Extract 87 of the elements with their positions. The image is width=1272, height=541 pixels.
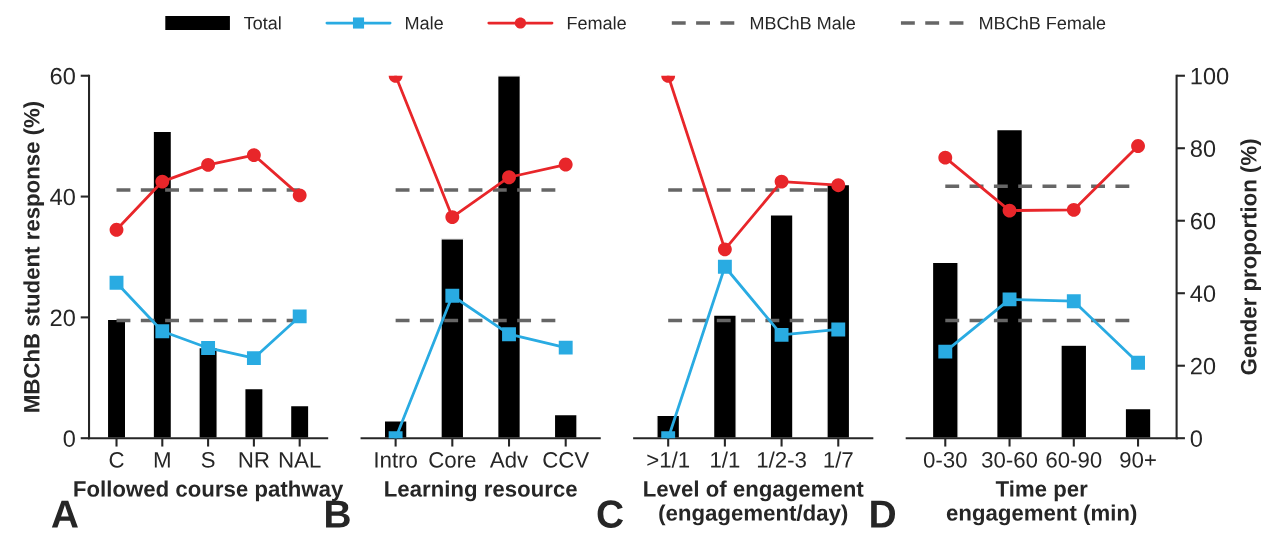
point	[246, 351, 261, 366]
point	[1131, 355, 1145, 370]
x-tick-label: NAL	[279, 452, 321, 468]
point	[831, 178, 846, 193]
bar	[1124, 407, 1152, 439]
x-tick-label: Adv	[489, 451, 529, 468]
bar	[769, 213, 794, 439]
point	[1002, 292, 1017, 307]
point	[1066, 294, 1081, 309]
y2-tick-label: 80	[1190, 140, 1216, 158]
point	[502, 327, 516, 342]
y-tick-label: 20	[50, 309, 75, 327]
point	[201, 341, 216, 355]
point	[558, 157, 573, 172]
bar	[712, 314, 737, 439]
point	[246, 148, 261, 163]
x-tick-label: M	[154, 452, 170, 468]
point	[109, 222, 124, 237]
point	[155, 324, 170, 339]
y2-tick-label: 40	[1190, 285, 1216, 303]
point	[774, 327, 789, 342]
x-tick-label: Core	[429, 451, 476, 468]
y2-tick-label: 0	[1190, 430, 1202, 447]
y-axis-title: MBChB student response (%)	[23, 101, 45, 412]
x-tick-label: 1/2-3	[757, 451, 806, 468]
bar	[995, 128, 1024, 439]
point	[292, 188, 307, 203]
y2-tick-label: 60	[1190, 212, 1216, 230]
point	[1131, 139, 1145, 153]
y2-axis-title: Gender proportion (%)	[1240, 139, 1262, 375]
bar	[106, 318, 127, 439]
bar	[152, 130, 173, 439]
x-tick-label: NR	[239, 452, 269, 468]
x-tick-label: 60-90	[1046, 451, 1102, 468]
bar	[496, 75, 522, 439]
point	[717, 259, 732, 274]
y-tick-label: 0	[63, 430, 75, 447]
y2-tick-label: 20	[1190, 357, 1216, 375]
point	[1066, 202, 1081, 217]
point	[502, 170, 516, 185]
x-tick-label: Intro	[375, 452, 417, 468]
y2-tick-label: 100	[1191, 67, 1229, 85]
legend-label: Male	[406, 16, 443, 30]
x-axis-title: Time per engagement (min)	[946, 480, 1137, 526]
x-tick-label: 1/1	[711, 451, 740, 468]
point	[445, 210, 460, 225]
bar	[440, 238, 465, 439]
point	[1002, 203, 1017, 218]
point	[938, 150, 953, 165]
y-tick-label: 40	[50, 188, 75, 206]
point	[292, 309, 307, 324]
legend-label: Female	[567, 16, 626, 30]
point	[109, 275, 124, 290]
bar	[1060, 344, 1088, 439]
x-axis-title: Level of engagement (engagement/day)	[644, 480, 864, 526]
legend-label: MBChB Male	[750, 16, 855, 30]
point	[201, 157, 216, 172]
bar	[198, 346, 218, 439]
bar	[244, 387, 264, 439]
legend-label: MBChB Female	[980, 16, 1106, 30]
y-tick-label: 60	[50, 67, 75, 85]
text: D	[871, 500, 896, 528]
bar	[931, 261, 959, 439]
bar	[289, 404, 310, 439]
point	[445, 288, 460, 303]
x-tick-label: S	[201, 451, 215, 468]
x-tick-label: 90+	[1120, 451, 1156, 468]
point	[717, 242, 732, 257]
point	[558, 340, 573, 355]
bar	[826, 183, 851, 439]
x-tick-label: 1/7	[824, 451, 853, 468]
text: B	[326, 500, 350, 528]
x-tick-label: C	[109, 451, 124, 468]
legend-label: Total	[244, 16, 281, 30]
x-tick-label: >1/1	[647, 451, 690, 468]
text: C	[597, 500, 624, 528]
point	[155, 174, 170, 189]
x-tick-label: 0-30	[923, 451, 967, 468]
point	[774, 174, 789, 189]
x-tick-label: CCV	[543, 451, 590, 468]
point	[938, 344, 953, 359]
bar	[553, 413, 578, 439]
x-tick-label: 30-60	[981, 451, 1038, 468]
text: A	[51, 500, 78, 528]
x-axis-title: Followed course pathway	[74, 480, 344, 502]
x-axis-title: Learning resource	[385, 480, 577, 502]
point	[831, 322, 846, 337]
